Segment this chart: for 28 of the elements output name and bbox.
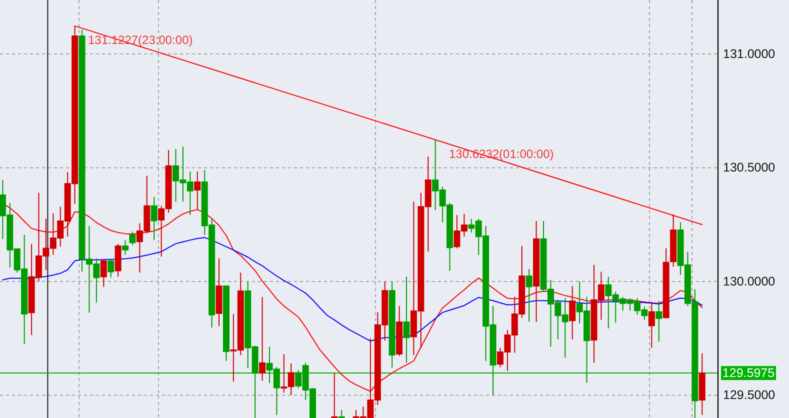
candlestick [150,196,158,241]
candlestick [129,231,136,246]
ref-line-label: 129.5975 [722,366,775,380]
candlestick [670,214,677,268]
candlestick [533,220,540,322]
candlestick [100,258,107,288]
candlestick [122,240,129,256]
candlestick [662,248,670,319]
y-tick-label: 131.0000 [723,46,776,61]
candlestick [403,276,410,364]
candlestick [259,296,266,382]
candlestick [698,352,706,416]
candlestick [331,372,338,418]
candlestick [396,306,403,356]
y-tick-label: 130.0000 [723,274,776,288]
candlestick [114,243,122,278]
candlestick [338,410,345,418]
candlestick [526,268,532,322]
candlestick [569,286,576,340]
candlestick [216,258,222,327]
y-tick-label: 130.5000 [723,160,776,175]
candlestick [388,281,396,368]
candlestick [108,258,114,278]
candlestick [222,286,230,362]
candlestick [656,300,662,342]
candlestick [194,171,201,211]
candlestick [648,301,655,348]
y-tick-label: 129.5000 [723,388,776,402]
